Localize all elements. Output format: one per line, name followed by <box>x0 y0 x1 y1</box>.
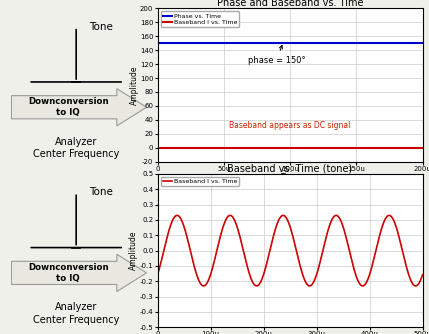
Baseband I vs. Time <box>420 146 425 150</box>
Baseband I vs. Time <box>277 217 282 221</box>
Phase vs. Time <box>262 41 267 45</box>
Phase vs. Time <box>155 41 160 45</box>
Phase vs. Time <box>272 41 277 45</box>
Baseband I vs. Time <box>413 284 418 288</box>
Text: Analyzer
Center Frequency: Analyzer Center Frequency <box>33 137 119 159</box>
Baseband I vs. Time <box>366 146 372 150</box>
Text: Tone: Tone <box>89 187 113 197</box>
Baseband I vs. Time <box>155 273 160 277</box>
Phase vs. Time <box>362 41 367 45</box>
Baseband I vs. Time <box>182 146 187 150</box>
Title: Phase and Baseband vs. Time: Phase and Baseband vs. Time <box>217 0 363 8</box>
Baseband I vs. Time <box>333 213 338 217</box>
Phase vs. Time <box>366 41 372 45</box>
Baseband I vs. Time <box>284 216 289 220</box>
Text: Tone: Tone <box>89 22 113 32</box>
Phase vs. Time <box>337 41 342 45</box>
Title: Baseband vs. Time (tone): Baseband vs. Time (tone) <box>227 163 353 173</box>
Baseband I vs. Time <box>337 146 342 150</box>
Baseband I vs. Time <box>362 146 367 150</box>
Text: Baseband appears as DC signal: Baseband appears as DC signal <box>230 121 351 130</box>
Legend: Baseband I vs. Time: Baseband I vs. Time <box>160 177 239 186</box>
Baseband I vs. Time <box>364 280 369 284</box>
Baseband I vs. Time <box>262 146 267 150</box>
Phase vs. Time <box>182 41 187 45</box>
Phase vs. Time <box>420 41 425 45</box>
Y-axis label: Amplitude: Amplitude <box>129 231 138 271</box>
Baseband I vs. Time <box>272 146 277 150</box>
X-axis label: Time: Time <box>281 173 299 182</box>
Text: phase = 150°: phase = 150° <box>248 45 305 65</box>
Baseband I vs. Time <box>420 273 425 277</box>
Baseband I vs. Time <box>169 222 174 226</box>
Baseband I vs. Time <box>155 146 160 150</box>
Baseband I vs. Time <box>412 284 417 288</box>
Line: Baseband I vs. Time: Baseband I vs. Time <box>157 215 423 286</box>
Text: Analyzer
Center Frequency: Analyzer Center Frequency <box>33 302 119 325</box>
Y-axis label: Amplitude: Amplitude <box>130 65 139 105</box>
Baseband I vs. Time <box>360 284 365 288</box>
Legend: Phase vs. Time, Baseband I vs. Time: Phase vs. Time, Baseband I vs. Time <box>160 11 239 27</box>
